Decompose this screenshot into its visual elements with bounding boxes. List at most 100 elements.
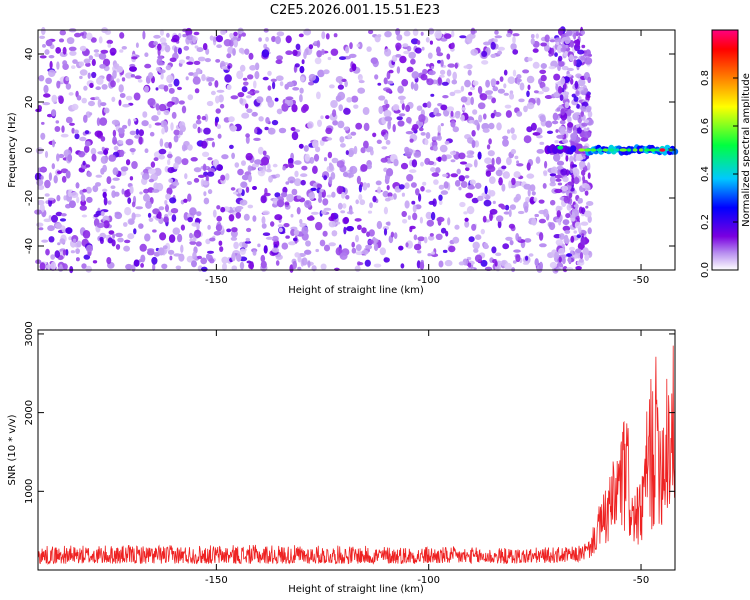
spectrogram-noise-cell xyxy=(39,166,47,173)
spectrogram-noise-cell xyxy=(161,263,168,269)
spectrogram-noise-cell xyxy=(577,75,582,79)
spectrogram-noise-cell xyxy=(356,175,361,185)
spectrogram-noise-cell xyxy=(396,66,401,74)
spectrogram-noise-cell xyxy=(236,70,244,80)
spectrogram-noise-cell xyxy=(265,236,274,240)
spectrogram-noise-cell xyxy=(325,115,330,120)
spectrogram-noise-cell xyxy=(447,217,451,226)
snr-ylabel: SNR (10 * v/v) xyxy=(7,414,18,485)
spectrogram-noise-cell xyxy=(575,90,580,95)
spectrogram-noise-cell xyxy=(365,244,373,250)
spectrogram-noise-cell xyxy=(505,236,513,241)
spectrogram-noise-cell xyxy=(152,229,157,233)
spectrogram-noise-cell xyxy=(232,48,236,56)
spectrogram-noise-cell xyxy=(308,81,315,86)
spectrogram-noise-cell xyxy=(125,263,133,270)
spectrogram-noise-cell xyxy=(404,151,413,157)
spectrogram-noise-cell xyxy=(384,197,391,202)
spectrogram-noise-cell xyxy=(56,153,60,162)
spectrogram-noise-cell xyxy=(495,156,502,165)
spectrogram-noise-cell xyxy=(260,254,266,263)
spectrogram-noise-cell xyxy=(450,173,459,178)
spectrogram-noise-cell xyxy=(416,260,421,269)
spectrogram-noise-cell xyxy=(360,147,366,154)
spectrogram-noise-cell xyxy=(503,211,510,215)
spectrogram-noise-cell xyxy=(247,165,252,173)
spectrogram-noise-cell xyxy=(425,189,432,193)
spectrogram-noise-cell xyxy=(505,110,512,118)
colorbar-tick-label: 0.0 xyxy=(700,262,711,278)
spectrogram-noise-cell xyxy=(502,243,510,250)
spectrogram-noise-cell xyxy=(225,173,230,181)
spectrogram-noise-cell xyxy=(223,39,232,47)
spectrogram-noise-cell xyxy=(285,96,294,101)
spectrogram-noise-cell xyxy=(198,174,205,178)
spectrogram-noise-cell xyxy=(55,223,62,229)
spectrogram-noise-cell xyxy=(479,93,488,101)
spectrogram-noise-cell xyxy=(106,176,112,185)
spectrogram-noise-cell xyxy=(484,185,488,195)
spectrogram-noise-cell xyxy=(92,260,98,264)
spectrogram-noise-cell xyxy=(530,38,535,45)
spectrogram-noise-cell xyxy=(83,85,88,91)
spectrogram-noise-cell xyxy=(173,129,180,136)
spectrogram-noise-cell xyxy=(157,211,162,220)
spectrogram-noise-cell xyxy=(212,159,220,167)
spectrogram-noise-cell xyxy=(276,199,285,208)
spectrogram-noise-cell xyxy=(219,246,224,253)
spectrogram-noise-cell xyxy=(86,196,93,203)
spectrogram-noise-cell xyxy=(100,102,107,107)
spectrogram-noise-cell xyxy=(168,87,175,94)
spectrogram-noise-cell xyxy=(308,192,315,200)
spectrogram-noise-cell xyxy=(438,199,443,206)
spectrogram-noise-cell xyxy=(437,218,442,226)
spectrogram-noise-cell xyxy=(410,182,417,188)
spectrogram-noise-cell xyxy=(319,188,324,193)
spectrogram-noise-cell xyxy=(577,198,582,204)
spectrogram-noise-cell xyxy=(345,195,350,200)
spectrogram-noise-cell xyxy=(153,157,159,162)
spectrogram-noise-cell xyxy=(436,135,442,141)
spectrogram-noise-cell xyxy=(86,244,93,253)
spectrogram-noise-cell xyxy=(110,80,116,88)
spectrogram-noise-cell xyxy=(245,135,250,144)
spectrogram-noise-cell xyxy=(386,71,391,80)
spectrogram-noise-cell xyxy=(301,105,307,113)
spectrogram-noise-cell xyxy=(483,113,487,120)
spectrogram-noise-cell xyxy=(230,95,239,100)
spectrogram-noise-cell xyxy=(439,144,448,153)
spectrogram-noise-cell xyxy=(584,210,592,218)
spectrogram-noise-cell xyxy=(188,72,195,76)
spectrogram-noise-cell xyxy=(237,168,244,176)
spectrogram-noise-cell xyxy=(512,69,517,77)
spectrogram-noise-cell xyxy=(36,222,44,227)
spectrogram-noise-cell xyxy=(230,187,236,191)
spectrogram-noise-cell xyxy=(112,70,117,79)
spectrogram-noise-cell xyxy=(110,185,116,189)
spectrogram-noise-cell xyxy=(293,237,298,242)
spectrogram-noise-cell xyxy=(444,259,453,267)
spectrogram-noise-cell xyxy=(216,215,222,222)
spectrogram-noise-cell xyxy=(189,207,197,216)
spectrogram-noise-cell xyxy=(147,212,152,218)
spectrogram-noise-cell xyxy=(252,250,257,256)
spectrogram-noise-cell xyxy=(532,132,541,136)
spectrogram-noise-cell xyxy=(450,159,456,163)
spectrogram-noise-cell xyxy=(428,235,435,241)
spectrogram-noise-cell xyxy=(196,211,202,217)
spectrogram-noise-cell xyxy=(301,226,309,235)
spectrogram-noise-cell xyxy=(257,243,261,248)
spectrogram-noise-cell xyxy=(403,50,410,55)
spectrogram-noise-cell xyxy=(328,242,337,247)
spectrogram-noise-cell xyxy=(421,46,425,51)
spectrogram-noise-cell xyxy=(148,178,155,183)
spectrogram-noise-cell xyxy=(99,117,108,126)
spectrogram-noise-cell xyxy=(334,267,340,271)
spectrogram-noise-cell xyxy=(248,174,252,183)
spectrogram-noise-cell xyxy=(65,170,71,179)
spectrogram-noise-cell xyxy=(91,153,97,162)
spectrogram-noise-cell xyxy=(85,164,91,168)
spectrogram-noise-cell xyxy=(97,99,102,108)
spectrogram-noise-cell xyxy=(122,124,128,129)
spectrogram-noise-cell xyxy=(558,247,565,255)
